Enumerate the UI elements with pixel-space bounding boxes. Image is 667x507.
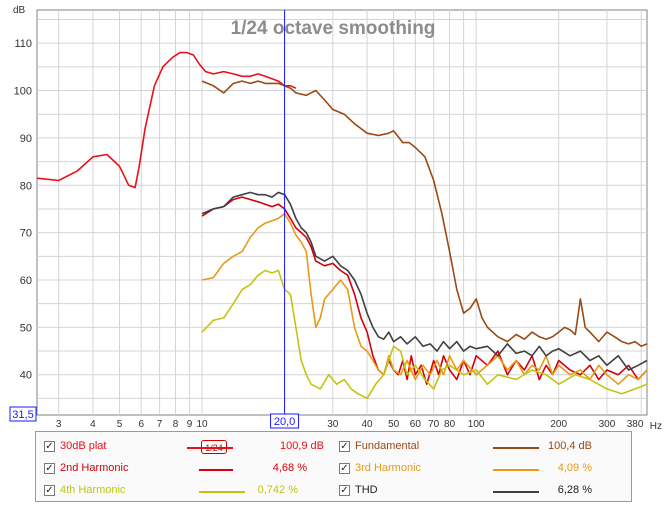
x-tick-label: 50 [388,419,400,430]
chart-title: 1/24 octave smoothing [231,18,436,39]
x-tick-label: 80 [444,419,456,430]
series-line-30db-plat [36,51,297,189]
legend-panel: ✓ 30dB plat 1/24 100,9 dB ✓ Fundamental … [35,431,632,502]
legend-swatch-4th-harmonic [199,491,245,493]
legend-value-2nd-harmonic: 4,68 % [272,462,307,474]
x-tick-label: 7 [157,419,163,430]
cursor-box [270,413,300,429]
y-axis-unit: dB [13,5,26,16]
x-tick-label: 10 [196,419,208,430]
y-tick-label: 50 [20,322,32,334]
y-tick-label: 70 [20,228,32,240]
x-tick-label: 380 [627,419,644,430]
plot-background [36,9,648,416]
legend-label-2nd-harmonic: 2nd Harmonic [60,462,129,474]
legend-checkbox-fundamental[interactable]: ✓ [339,441,350,452]
x-tick-label: 300 [599,419,616,430]
x-tick-label: 6 [138,419,144,430]
legend-swatch-2nd-harmonic [199,469,233,471]
legend-checkbox-2nd-harmonic[interactable]: ✓ [44,463,55,474]
series-line-2nd-harmonic [201,196,648,385]
x-tick-label: 200 [550,419,567,430]
legend-label-4th-harmonic: 4th Harmonic [60,484,126,496]
y-axis-min-box [9,406,37,422]
grid [37,10,647,415]
x-tick-label: 40 [362,419,374,430]
legend-checkbox-3rd-harmonic[interactable]: ✓ [339,463,350,474]
y-tick-label: 90 [20,133,32,145]
x-tick-label: 8 [173,419,179,430]
y-axis-min-label: 31,5 [12,409,33,421]
axes: 110 100 90 80 70 60 50 40 31,5 3 4 5 6 7 8 9 10 30 40 50 60 7… [9,10,644,430]
legend-value-thd: 6,28 % [557,484,592,496]
legend-swatch-fundamental [493,447,539,449]
legend-value-fundamental: 100,4 dB [547,440,592,452]
legend-checkbox-4th-harmonic[interactable]: ✓ [44,485,55,496]
legend-value-4th-harmonic: 0,742 % [257,484,298,496]
y-tick-label: 100 [14,86,32,98]
legend-value-3rd-harmonic: 4,09 % [557,462,592,474]
series-line-fundamental [201,80,648,348]
legend-label-thd: THD [355,484,378,496]
legend-swatch-3rd-harmonic [493,469,539,471]
legend-label-fundamental: Fundamental [355,440,420,452]
x-tick-label: 9 [187,419,193,430]
legend-label-3rd-harmonic: 3rd Harmonic [355,462,422,474]
legend-checkbox-30db-plat[interactable]: ✓ [44,441,55,452]
y-tick-label: 80 [20,180,32,192]
series-line-3rd-harmonic [201,212,648,385]
x-tick-label: 100 [468,419,485,430]
x-tick-label: 5 [117,419,123,430]
series-line-4th-harmonic [201,269,648,400]
legend-label-30db-plat: 30dB plat [60,440,107,452]
legend-swatch-30db-plat [187,447,233,449]
x-tick-label: 30 [327,419,339,430]
y-tick-label: 110 [14,38,32,50]
cursor-label: 20,0 [274,416,295,428]
y-tick-label: 40 [20,370,32,382]
series-line-thd [201,191,648,371]
series-layer [36,51,648,400]
x-axis-unit: Hz [650,421,662,430]
x-tick-label: 60 [410,419,422,430]
x-tick-label: 3 [56,419,62,430]
distortion-chart: 110 100 90 80 70 60 50 40 31,5 3 4 5 6 7 8 9 10 30 40 50 60 7… [9,5,662,430]
legend-swatch-thd [493,491,539,493]
y-tick-label: 60 [20,275,32,287]
x-tick-label: 4 [90,419,96,430]
legend-value-30db-plat: 100,9 dB [279,440,324,452]
legend-checkbox-thd[interactable]: ✓ [339,485,350,496]
x-tick-label: 70 [428,419,440,430]
